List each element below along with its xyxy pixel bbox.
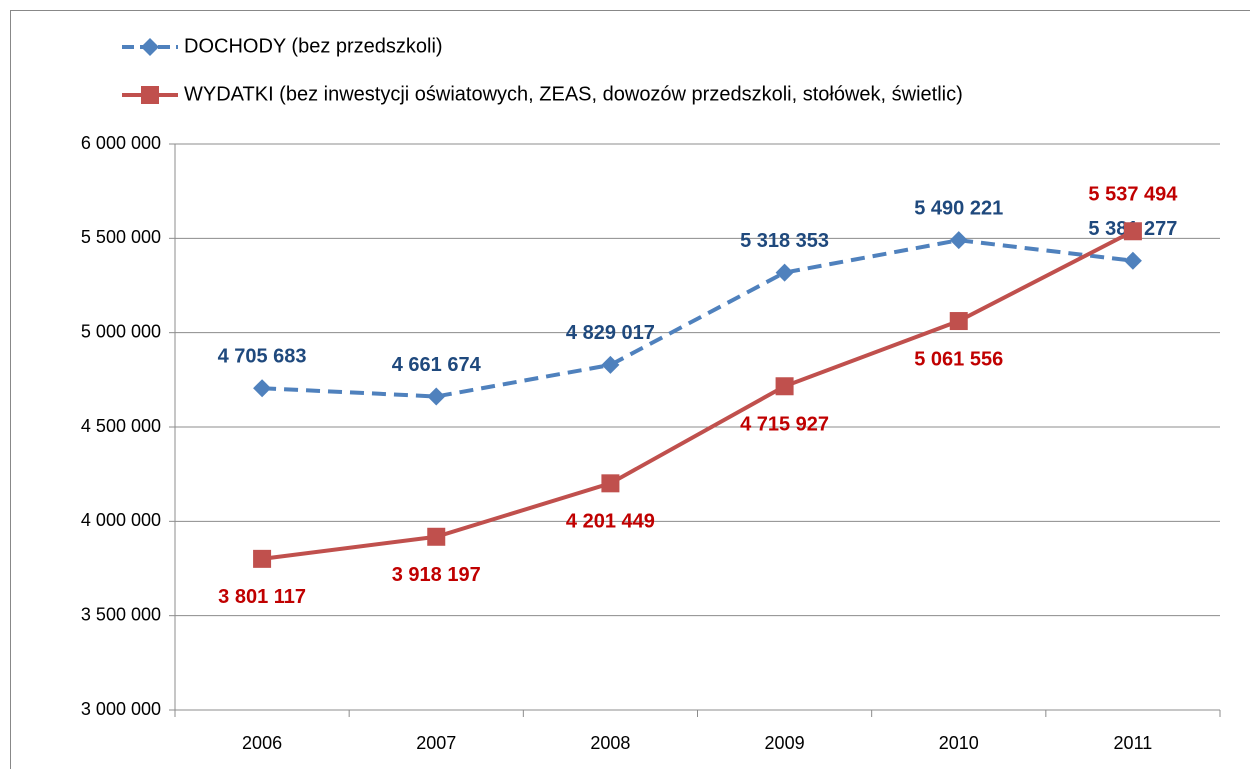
data-label: 3 918 197 xyxy=(392,564,481,586)
y-tick-label: 5 500 000 xyxy=(81,227,161,247)
marker xyxy=(775,263,794,282)
marker xyxy=(775,377,794,396)
chart-border xyxy=(10,10,1250,769)
y-tick-label: 6 000 000 xyxy=(81,133,161,153)
data-label: 5 537 494 xyxy=(1088,184,1178,206)
legend-label: WYDATKI (bez inwestycji oświatowych, ZEA… xyxy=(184,83,963,105)
marker xyxy=(1123,251,1142,270)
y-tick-label: 5 000 000 xyxy=(81,321,161,341)
x-tick-label: 2011 xyxy=(1114,733,1153,753)
data-label: 5 061 556 xyxy=(914,348,1003,370)
marker xyxy=(1123,222,1142,241)
data-label: 3 801 117 xyxy=(218,586,306,608)
y-tick-label: 4 000 000 xyxy=(81,510,161,530)
marker xyxy=(601,355,620,374)
series-line xyxy=(261,229,1134,561)
marker xyxy=(601,474,620,493)
marker xyxy=(253,549,272,568)
data-label: 5 318 353 xyxy=(740,230,829,252)
x-tick-label: 2009 xyxy=(765,733,805,753)
data-label: 4 661 674 xyxy=(392,354,482,376)
legend-label: DOCHODY (bez przedszkoli) xyxy=(184,35,443,57)
marker xyxy=(141,86,159,104)
marker xyxy=(427,387,446,406)
marker xyxy=(141,38,159,56)
x-tick-label: 2007 xyxy=(416,733,456,753)
series-line xyxy=(261,238,1134,399)
marker xyxy=(949,231,968,250)
y-tick-label: 3 500 000 xyxy=(81,604,161,624)
y-tick-label: 4 500 000 xyxy=(81,416,161,436)
x-tick-label: 2010 xyxy=(939,733,979,753)
data-label: 4 705 683 xyxy=(218,345,307,367)
marker xyxy=(253,379,272,398)
data-label: 5 490 221 xyxy=(914,197,1003,219)
data-label: 4 715 927 xyxy=(740,414,829,436)
y-tick-label: 3 000 000 xyxy=(81,699,161,719)
data-label: 4 201 449 xyxy=(566,511,655,533)
marker xyxy=(949,312,968,331)
marker xyxy=(427,527,446,546)
x-tick-label: 2008 xyxy=(590,733,630,753)
data-label: 4 829 017 xyxy=(566,322,655,344)
x-tick-label: 2006 xyxy=(242,733,282,753)
